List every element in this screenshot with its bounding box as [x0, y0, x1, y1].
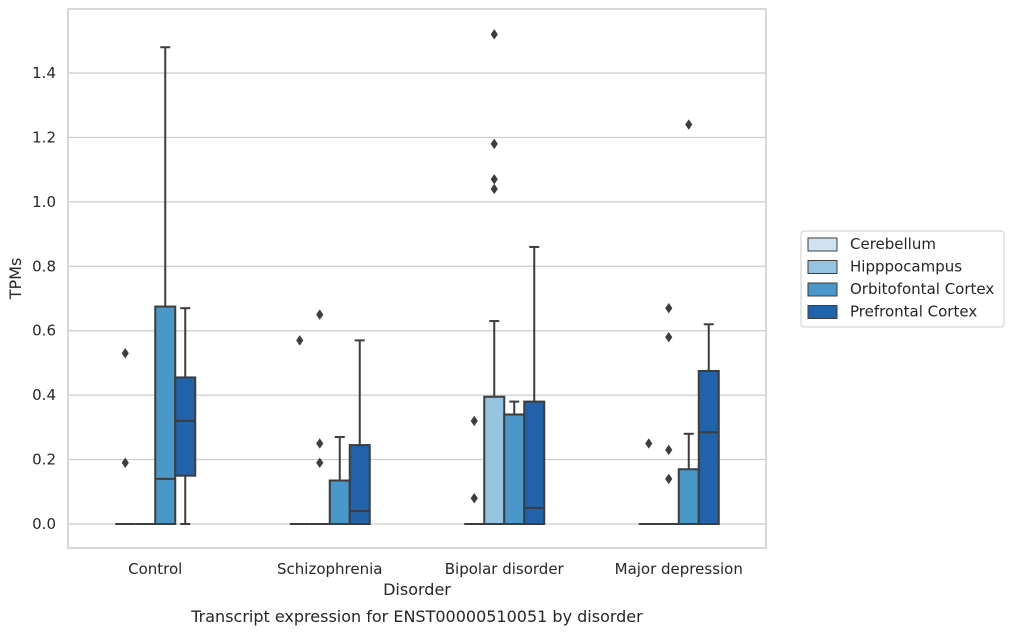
- box-plot: [154, 46, 177, 525]
- x-tick-label: Bipolar disorder: [445, 560, 565, 578]
- legend-entry-label: Hipppocampus: [850, 258, 962, 276]
- box-body: [697, 369, 720, 525]
- y-tick-label: 0.0: [32, 515, 56, 533]
- y-tick-label: 1.4: [32, 64, 56, 82]
- outlier-marker: [490, 29, 498, 40]
- box-plot: [523, 245, 546, 526]
- legend-swatch: [807, 260, 838, 274]
- x-tick-label: Control: [128, 560, 182, 578]
- outlier-group: [470, 415, 478, 504]
- box-plot: [665, 302, 700, 526]
- outlier-marker: [665, 444, 673, 456]
- box-plot: [296, 335, 330, 525]
- outlier-marker: [121, 457, 129, 468]
- box-plot: [121, 348, 156, 525]
- outlier-group: [490, 138, 498, 195]
- outlier-marker: [685, 119, 693, 130]
- box-body: [174, 376, 197, 477]
- y-tick-label: 0.8: [32, 257, 56, 275]
- box-plots: [115, 29, 720, 526]
- legend-swatch: [807, 237, 838, 252]
- box-body: [503, 413, 526, 526]
- legend-entry-label: Cerebellum: [850, 235, 936, 253]
- box-body: [677, 468, 700, 526]
- outlier-marker: [316, 457, 324, 468]
- outlier-marker: [645, 438, 653, 449]
- outlier-marker: [316, 438, 324, 449]
- box-body: [348, 444, 371, 526]
- outlier-marker: [665, 302, 673, 314]
- outlier-marker: [490, 183, 498, 195]
- y-tick-label: 1.0: [32, 193, 56, 211]
- outlier-marker: [490, 138, 498, 150]
- box-plot: [490, 29, 526, 526]
- legend: Cerebellum Hipppocampus Orbitofontal Corte…: [800, 230, 1005, 328]
- box-plot: [348, 339, 371, 526]
- legend-swatch: [807, 282, 838, 297]
- box-body: [523, 400, 546, 526]
- outlier-marker: [665, 473, 673, 485]
- box-body: [483, 395, 506, 525]
- x-tick-label: Major depression: [615, 560, 743, 578]
- outlier-marker: [121, 348, 129, 359]
- legend-swatch: [807, 305, 838, 319]
- box-body: [154, 305, 177, 525]
- y-tick-label: 0.6: [32, 322, 56, 340]
- plot-area-frame: [67, 8, 767, 549]
- y-tick-labels: 0.0 0.2 0.4 0.6 0.8 1.0 1.2 1.4: [32, 64, 56, 533]
- y-axis-title: TPMs: [6, 258, 25, 301]
- outlier-marker: [665, 331, 673, 343]
- outlier-marker: [470, 415, 478, 427]
- outlier-marker: [490, 174, 498, 185]
- box-body: [328, 479, 351, 525]
- x-tick-label: Schizophrenia: [277, 560, 382, 578]
- box-plot: [645, 438, 679, 525]
- outlier-marker: [296, 335, 304, 346]
- outlier-marker: [316, 309, 324, 320]
- outlier-marker: [470, 493, 478, 504]
- box-plot: [483, 320, 506, 525]
- y-tick-label: 1.2: [32, 128, 56, 146]
- legend-entry-label: Prefrontal Cortex: [850, 303, 977, 321]
- legend-frame: [800, 230, 1005, 328]
- legend-entry-label: Orbitofontal Cortex: [850, 280, 994, 298]
- box-plot: [316, 309, 351, 525]
- y-tick-label: 0.2: [32, 451, 56, 469]
- x-tick-labels: Control Schizophrenia Bipolar disorder Majo…: [128, 560, 743, 578]
- x-axis-title: Disorder: [383, 580, 451, 599]
- figure-caption: Transcript expression for ENST0000051005…: [190, 607, 643, 626]
- box-plot: [174, 307, 197, 525]
- y-tick-label: 0.4: [32, 386, 56, 404]
- box-plot: [685, 119, 720, 525]
